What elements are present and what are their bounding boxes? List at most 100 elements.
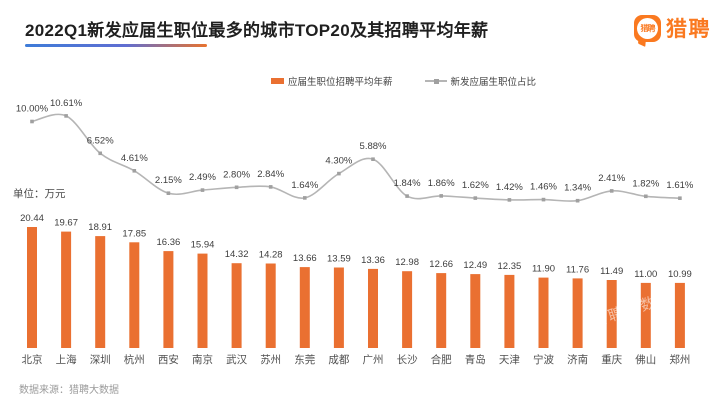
percentage-label: 2.41% xyxy=(598,173,625,184)
salary-bar xyxy=(231,263,242,348)
percentage-label: 1.82% xyxy=(632,178,659,189)
percentage-label: 4.30% xyxy=(325,156,352,167)
city-axis-label: 武汉 xyxy=(226,353,247,366)
bar-value-label: 16.36 xyxy=(157,237,181,248)
city-axis-label: 南京 xyxy=(192,353,213,366)
percentage-label: 10.00% xyxy=(16,104,49,115)
city-axis-label: 长沙 xyxy=(397,354,418,366)
city-axis-label: 重庆 xyxy=(601,353,622,366)
percentage-line xyxy=(31,113,680,202)
percentage-label: 10.61% xyxy=(50,98,83,109)
percentage-label: 1.46% xyxy=(530,182,557,193)
bar-value-label: 13.36 xyxy=(361,255,385,266)
percentage-line-group xyxy=(30,113,682,203)
line-point-marker xyxy=(166,191,171,195)
bar-value-label: 17.85 xyxy=(122,228,146,239)
bar-value-label: 14.28 xyxy=(259,250,283,261)
salary-bar xyxy=(265,263,276,348)
bar-value-label: 12.35 xyxy=(498,261,522,272)
percentage-label: 6.52% xyxy=(87,135,114,146)
line-point-marker xyxy=(30,119,34,124)
logo-bubble-circle: 猎聘 xyxy=(637,17,658,39)
bar-value-label: 11.76 xyxy=(566,264,589,275)
salary-bar xyxy=(61,231,72,348)
chart-legend: 应届生职位招聘平均年薪 新发应届生职位占比 xyxy=(271,74,536,88)
liepin-logo: 猎聘 猎聘 xyxy=(634,13,711,43)
salary-bar xyxy=(129,242,140,348)
city-axis-label: 宁波 xyxy=(533,353,554,366)
line-point-marker xyxy=(609,189,614,193)
line-point-marker xyxy=(303,196,307,200)
bar-value-label: 11.00 xyxy=(634,269,657,280)
salary-bar xyxy=(436,273,447,348)
city-axis-label: 深圳 xyxy=(90,354,111,366)
salary-bar xyxy=(333,267,344,348)
percentage-label: 2.15% xyxy=(155,175,182,186)
city-axis-label: 成都 xyxy=(328,354,349,366)
bar-value-label: 14.32 xyxy=(225,249,249,260)
liepin-chat-bubble-icon: 猎聘 xyxy=(634,14,661,42)
percentage-label: 2.84% xyxy=(257,169,284,180)
percentage-label: 2.80% xyxy=(223,169,250,180)
city-axis-label: 东莞 xyxy=(294,353,315,366)
salary-bar xyxy=(640,282,651,348)
salary-bars-group xyxy=(27,227,685,348)
percentage-label: 5.88% xyxy=(360,141,387,152)
legend-item-share: 新发应届生职位占比 xyxy=(424,74,536,88)
percentage-label: 4.61% xyxy=(121,153,148,164)
salary-bar xyxy=(572,278,583,348)
city-axis-label: 天津 xyxy=(499,354,520,366)
percentage-label: 1.34% xyxy=(564,183,591,194)
salary-bar xyxy=(606,280,617,348)
city-axis-label: 青岛 xyxy=(465,353,486,366)
data-source-label: 数据来源：猎聘大数据 xyxy=(19,385,119,396)
percentage-label: 1.42% xyxy=(496,182,523,193)
logo-brand-text: 猎聘 xyxy=(666,18,711,41)
chart-labels-group: 10.00%10.61% 6.52% 4.61% 2.15% 2.49% 2.80% 2.8… xyxy=(16,98,694,366)
city-axis-label: 郑州 xyxy=(669,353,690,366)
line-point-marker xyxy=(439,194,443,198)
line-point-marker xyxy=(337,171,341,176)
page-title: 2022Q1新发应届生职位最多的城市TOP20及其招聘平均年薪 xyxy=(25,21,489,40)
bar-value-label: 13.59 xyxy=(327,254,351,265)
city-axis-label: 北京 xyxy=(22,353,43,366)
line-point-marker xyxy=(132,169,137,173)
line-point-marker xyxy=(200,188,205,192)
bar-value-label: 19.67 xyxy=(54,218,78,229)
bar-value-label: 20.44 xyxy=(20,213,44,224)
city-axis-label: 佛山 xyxy=(635,353,656,366)
salary-bar xyxy=(197,253,208,348)
city-axis-label: 济南 xyxy=(567,353,588,366)
percentage-label: 1.61% xyxy=(666,180,693,191)
city-axis-label: 上海 xyxy=(56,353,77,366)
line-point-marker xyxy=(575,198,580,203)
bar-value-label: 12.49 xyxy=(463,260,487,271)
bar-value-label: 18.91 xyxy=(88,222,112,233)
salary-bar xyxy=(27,227,37,348)
line-point-marker xyxy=(541,197,546,202)
bar-value-label: 12.66 xyxy=(429,259,453,270)
bar-value-label: 11.90 xyxy=(532,264,555,275)
percentage-label: 1.64% xyxy=(291,180,318,191)
bar-value-label: 11.49 xyxy=(600,266,623,277)
line-point-marker xyxy=(507,198,512,202)
line-point-marker xyxy=(405,194,409,198)
line-point-marker xyxy=(644,194,648,199)
logo-bubble-text: 猎聘 xyxy=(640,23,656,33)
salary-bar xyxy=(402,271,413,348)
salary-bar xyxy=(504,274,515,348)
line-point-marker xyxy=(98,151,102,156)
bar-value-label: 13.66 xyxy=(293,253,317,264)
line-point-marker xyxy=(268,185,273,189)
percentage-label: 1.84% xyxy=(394,178,421,189)
city-axis-label: 广州 xyxy=(363,354,384,366)
bar-value-label: 10.99 xyxy=(668,269,692,280)
line-point-marker xyxy=(678,196,682,200)
bar-value-label: 15.94 xyxy=(191,240,215,251)
city-axis-label: 合肥 xyxy=(431,353,452,366)
line-point-marker xyxy=(234,185,239,190)
percentage-label: 2.49% xyxy=(189,172,216,183)
salary-bar xyxy=(95,236,106,348)
line-series-swatch-icon xyxy=(424,78,447,84)
